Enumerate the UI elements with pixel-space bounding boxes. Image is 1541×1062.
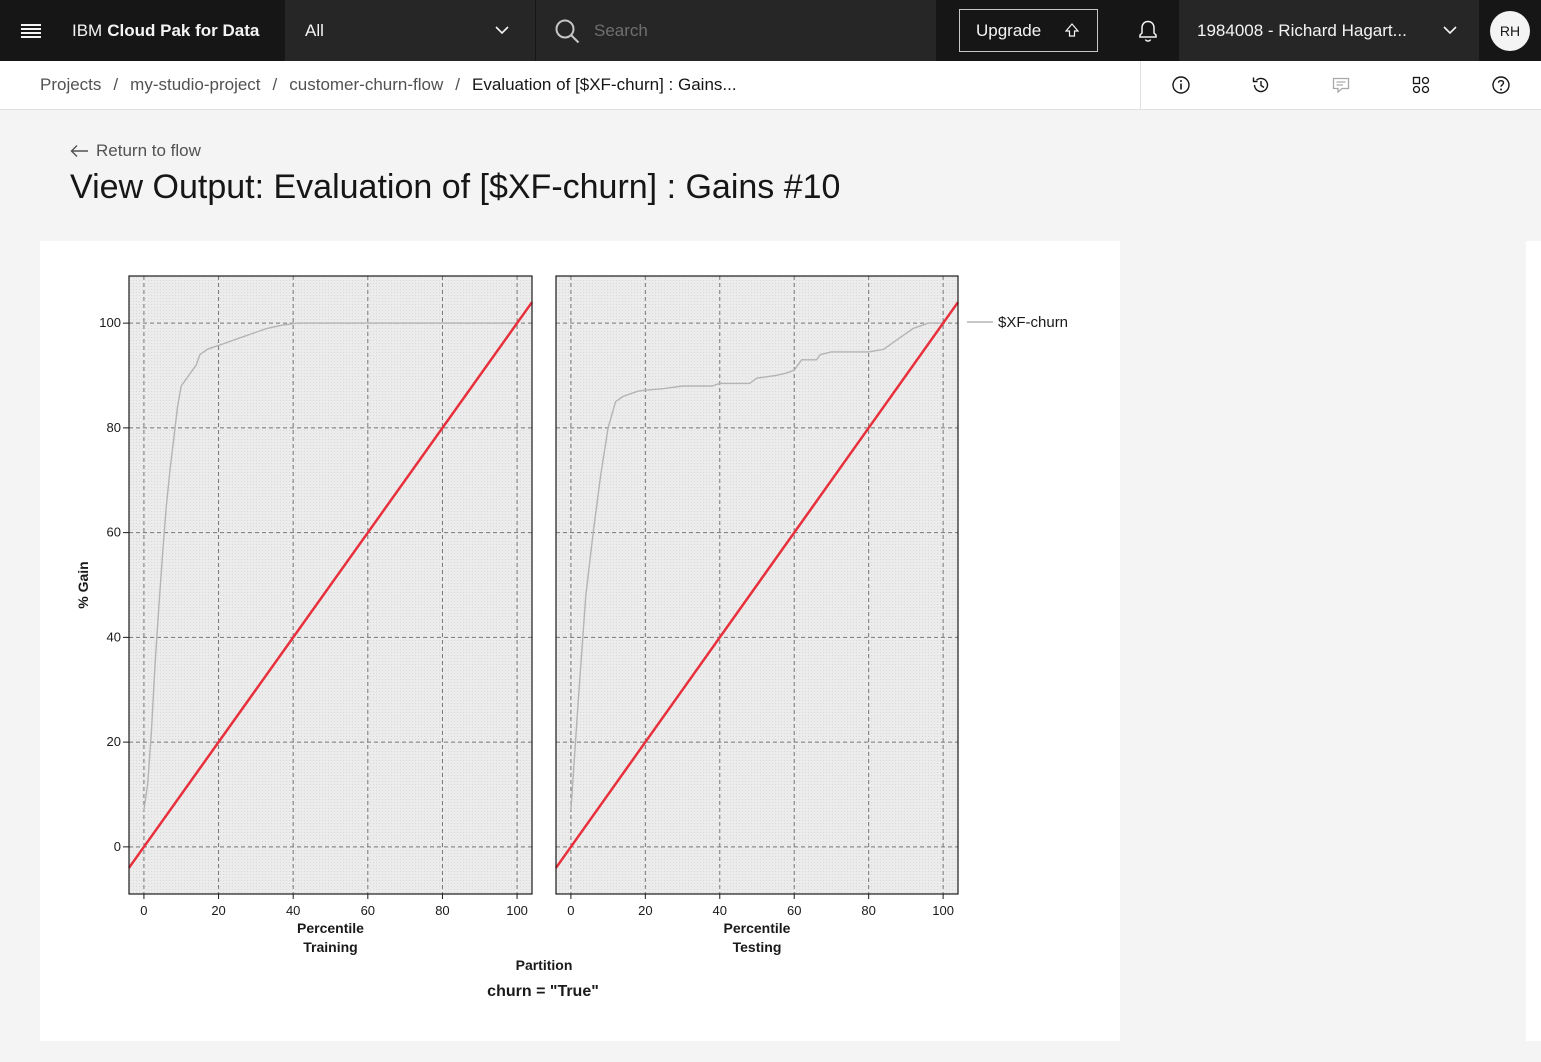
output-panel: 0 20 40 60 80 100 Percentile Training 0 20 40 60 80 1… [40, 241, 1120, 1041]
y-tick-label: 100 [99, 315, 121, 330]
menu-button[interactable] [0, 0, 62, 61]
breadcrumb-bar: Projects / my-studio-project / customer-… [0, 61, 1541, 110]
product-name[interactable]: IBM Cloud Pak for Data [62, 0, 284, 61]
x-tick-label: 60 [361, 903, 375, 918]
legend-entry: $XF-churn [998, 314, 1068, 331]
x-tick-label: 100 [506, 903, 528, 918]
gains-chart: 0 20 40 60 80 100 Percentile Training 0 20 40 60 80 1… [75, 275, 1068, 1000]
partition-label: Partition [516, 957, 573, 973]
scroll-region [1526, 241, 1541, 1041]
y-axis-label: % Gain [75, 561, 91, 608]
return-to-flow-link[interactable]: Return to flow [70, 141, 201, 161]
info-button[interactable] [1141, 61, 1221, 109]
notifications-button[interactable] [1120, 0, 1176, 61]
help-icon [1492, 76, 1510, 94]
upgrade-label: Upgrade [976, 20, 1042, 40]
search-input[interactable]: Search [536, 0, 936, 61]
x-tick-label: 0 [567, 903, 574, 918]
breadcrumb-current: Evaluation of [$XF-churn] : Gains... [472, 75, 737, 94]
scope-value: All [305, 20, 324, 40]
account-label: 1984008 - Richard Hagart... [1197, 20, 1407, 40]
upgrade-button[interactable]: Upgrade [959, 9, 1098, 52]
top-header: IBM Cloud Pak for Data All Search Upgrad… [0, 0, 1541, 61]
x-axis-label: Percentile [297, 920, 364, 936]
breadcrumb-separator: / [272, 75, 278, 94]
x-tick-label: 80 [861, 903, 875, 918]
plot-frame [555, 275, 959, 895]
user-menu-button[interactable]: RH [1479, 0, 1541, 61]
breadcrumb-projects[interactable]: Projects [40, 75, 102, 94]
breadcrumb: Projects / my-studio-project / customer-… [40, 61, 737, 109]
page-toolbar [1140, 61, 1541, 109]
y-tick-label: 0 [114, 839, 121, 854]
x-tick-label: 0 [140, 903, 147, 918]
y-tick-label: 40 [107, 629, 121, 644]
search-placeholder: Search [594, 20, 648, 40]
x-tick-label: 80 [435, 903, 449, 918]
series-line-model [570, 322, 944, 811]
history-icon [1252, 77, 1269, 93]
breadcrumb-separator: / [455, 75, 460, 94]
apps-button[interactable] [1381, 61, 1461, 109]
panel-label: Training [303, 939, 357, 955]
series-line-baseline [554, 301, 960, 869]
history-button[interactable] [1221, 61, 1301, 109]
breadcrumb-separator: / [113, 75, 119, 94]
chevron-down-icon [1443, 26, 1457, 35]
chart-footer: churn = "True" [487, 983, 599, 1000]
search-icon [555, 19, 580, 43]
comment-icon [1332, 77, 1350, 94]
plot-frame [128, 275, 533, 895]
avatar: RH [1490, 10, 1530, 51]
breadcrumb-flow[interactable]: customer-churn-flow [289, 75, 444, 94]
chevron-down-icon [495, 26, 509, 35]
scope-dropdown[interactable]: All [285, 0, 535, 61]
account-switcher[interactable]: 1984008 - Richard Hagart... [1179, 0, 1479, 61]
x-tick-label: 40 [286, 903, 300, 918]
x-tick-label: 20 [638, 903, 652, 918]
series-line-baseline [127, 301, 534, 869]
page-title: View Output: Evaluation of [$XF-churn] :… [70, 168, 841, 206]
series-line-model [143, 322, 518, 811]
x-tick-label: 20 [211, 903, 225, 918]
hamburger-menu-icon [21, 23, 41, 38]
return-label: Return to flow [96, 141, 201, 160]
comments-button[interactable] [1301, 61, 1381, 109]
x-axis-label: Percentile [724, 920, 791, 936]
x-tick-label: 60 [787, 903, 801, 918]
y-tick-label: 60 [107, 525, 121, 540]
y-tick-label: 80 [107, 420, 121, 435]
upgrade-arrow-icon [1065, 22, 1079, 37]
brand-ibm: IBM [72, 20, 103, 40]
bell-icon [1139, 20, 1157, 42]
arrow-left-icon [70, 145, 88, 157]
panel-label: Testing [733, 939, 782, 955]
breadcrumb-project[interactable]: my-studio-project [130, 75, 261, 94]
brand-product: Cloud Pak for Data [107, 20, 260, 40]
x-tick-label: 100 [932, 903, 954, 918]
apps-icon [1412, 76, 1430, 94]
y-tick-label: 20 [107, 734, 121, 749]
info-icon [1172, 76, 1190, 94]
help-button[interactable] [1461, 61, 1541, 109]
x-tick-label: 40 [713, 903, 727, 918]
